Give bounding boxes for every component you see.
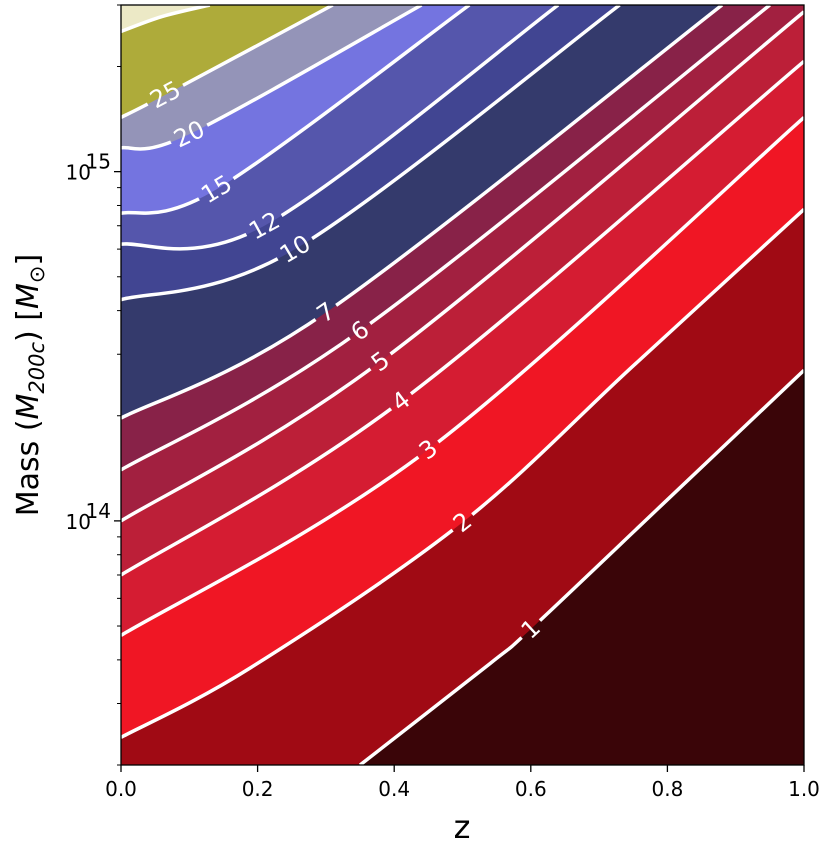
contour-line	[358, 368, 806, 767]
y-axis-label: Mass (M200c) [M⊙]	[11, 254, 49, 516]
contour-line	[120, 3, 471, 215]
y-tick-label: 10	[66, 161, 91, 185]
y-axis-label-part: M	[11, 283, 46, 309]
y-axis-label-part: Mass (	[11, 419, 46, 516]
contour-line	[120, 3, 211, 34]
x-tick-label: 0.8	[651, 777, 683, 801]
contour-fill	[121, 5, 210, 32]
contour-line	[120, 208, 806, 739]
x-tick-label: 0.6	[515, 777, 547, 801]
contour-lines	[120, 3, 806, 767]
y-axis-label-part: M	[11, 393, 46, 419]
y-axis-label-part: ) [	[11, 309, 46, 342]
y-tick-label: 10	[66, 510, 91, 534]
x-axis-label: z	[454, 808, 471, 846]
contour-line	[120, 116, 806, 637]
x-tick-label: 0.0	[105, 777, 137, 801]
x-tick-label: 0.4	[378, 777, 410, 801]
contour-line	[120, 59, 806, 577]
plot-frame	[120, 4, 805, 766]
contour-line	[120, 3, 724, 420]
contour-line	[120, 10, 806, 523]
y-axis-label-part: ]	[11, 254, 46, 266]
contour-line	[120, 3, 621, 302]
contour-line	[120, 3, 334, 119]
filled-contours	[121, 5, 804, 765]
y-axis-label-part: ⊙	[25, 265, 49, 283]
y-axis-label-part: 200c	[25, 341, 49, 393]
x-tick-label: 0.2	[242, 777, 274, 801]
contour-line	[120, 3, 560, 251]
y-tick-exponent: 14	[86, 499, 111, 523]
contour-line	[120, 3, 423, 151]
x-tick-label: 1.0	[788, 777, 820, 801]
y-tick-exponent: 15	[86, 150, 111, 174]
contour-line	[120, 3, 771, 472]
